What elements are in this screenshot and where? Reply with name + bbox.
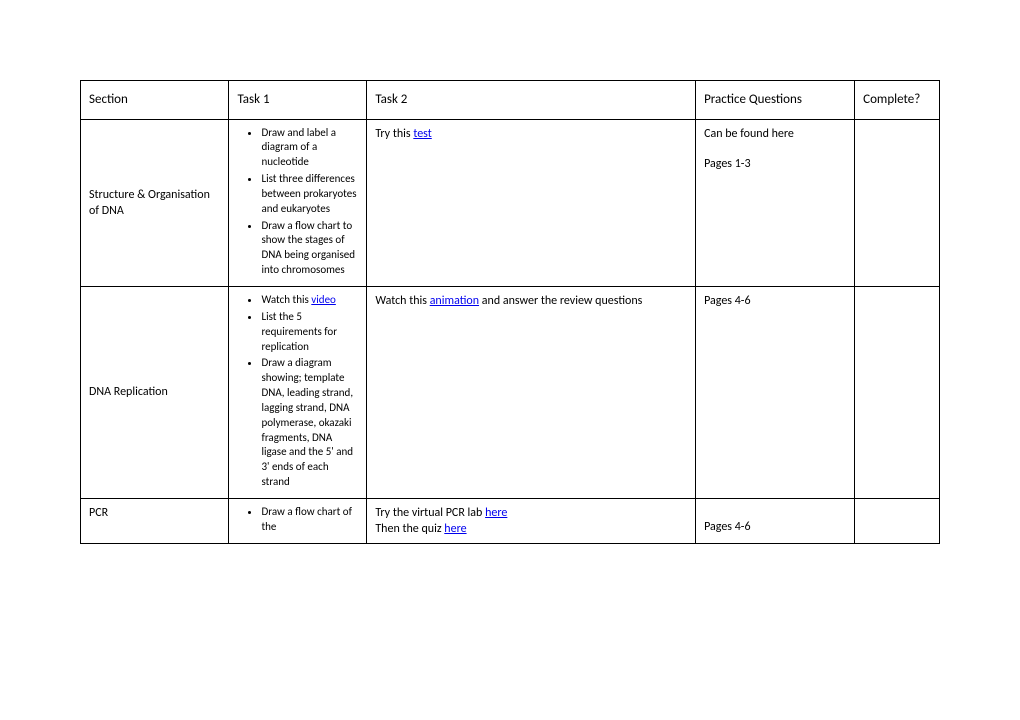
- task2-text: and answer the review questions: [479, 294, 642, 308]
- section-cell: PCR: [81, 498, 229, 543]
- section-cell: Structure & Organisation of DNA: [81, 119, 229, 286]
- header-task1: Task 1: [229, 81, 367, 120]
- complete-cell: [855, 119, 940, 286]
- task2-cell: Try the virtual PCR lab here Then the qu…: [367, 498, 696, 543]
- complete-cell: [855, 286, 940, 498]
- task2-line: Then the quiz here: [375, 521, 687, 537]
- task2-line: Try the virtual PCR lab here: [375, 505, 687, 521]
- study-plan-table: Section Task 1 Task 2 Practice Questions…: [80, 80, 940, 544]
- task2-link[interactable]: animation: [430, 294, 479, 308]
- practice-text: Pages 1-3: [704, 156, 846, 172]
- task1-item: Draw a diagram showing; template DNA, le…: [261, 356, 358, 490]
- practice-text: Can be found here: [704, 126, 846, 142]
- task2-link[interactable]: here: [485, 506, 507, 520]
- task2-cell: Try this test: [367, 119, 696, 286]
- header-task2: Task 2: [367, 81, 696, 120]
- task1-item: Draw and label a diagram of a nucleotide: [261, 126, 358, 171]
- task1-item: List three differences between prokaryot…: [261, 172, 358, 217]
- table-row: PCR Draw a flow chart of the Try the vir…: [81, 498, 940, 543]
- header-complete: Complete?: [855, 81, 940, 120]
- task2-link[interactable]: test: [413, 127, 431, 141]
- header-section: Section: [81, 81, 229, 120]
- practice-cell: Can be found here Pages 1-3: [696, 119, 855, 286]
- task1-item: List the 5 requirements for replication: [261, 310, 358, 355]
- table-row: DNA Replication Watch this video List th…: [81, 286, 940, 498]
- complete-cell: [855, 498, 940, 543]
- task2-cell: Watch this animation and answer the revi…: [367, 286, 696, 498]
- practice-cell: Pages 4-6: [696, 498, 855, 543]
- header-practice: Practice Questions: [696, 81, 855, 120]
- task1-item: Draw a flow chart of the: [261, 505, 358, 535]
- task1-link[interactable]: video: [311, 293, 336, 306]
- table-header-row: Section Task 1 Task 2 Practice Questions…: [81, 81, 940, 120]
- practice-text: Pages 4-6: [704, 293, 846, 309]
- task2-text: Watch this: [375, 294, 429, 308]
- task1-cell: Draw a flow chart of the: [229, 498, 367, 543]
- task2-link[interactable]: here: [444, 522, 466, 536]
- task1-item: Draw a flow chart to show the stages of …: [261, 219, 358, 278]
- task1-cell: Draw and label a diagram of a nucleotide…: [229, 119, 367, 286]
- practice-text: Pages 4-6: [704, 519, 846, 535]
- table-row: Structure & Organisation of DNA Draw and…: [81, 119, 940, 286]
- section-cell: DNA Replication: [81, 286, 229, 498]
- task2-text: Try this: [375, 127, 413, 141]
- task1-item: Watch this video: [261, 293, 358, 308]
- practice-cell: Pages 4-6: [696, 286, 855, 498]
- task1-cell: Watch this video List the 5 requirements…: [229, 286, 367, 498]
